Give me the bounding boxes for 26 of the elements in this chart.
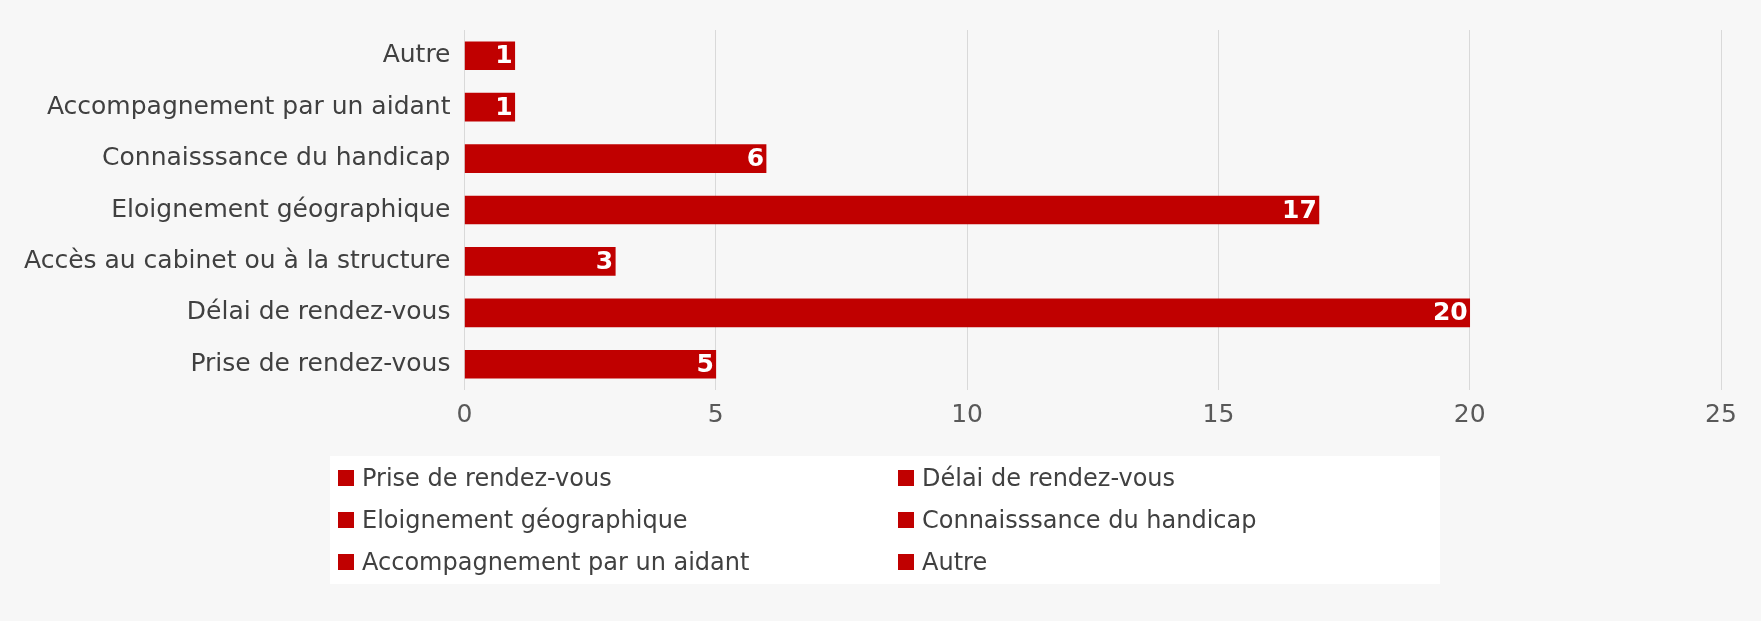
data-label: 17 [1282, 194, 1317, 224]
legend-label: Autre [922, 548, 988, 576]
legend-label: Eloignement géographique [362, 506, 688, 534]
x-tick-label: 20 [1453, 398, 1486, 428]
y-tick-label: Eloignement géographique [111, 193, 451, 223]
y-tick-label: Accès au cabinet ou à la structure [23, 244, 451, 274]
x-tick-label: 15 [1202, 398, 1235, 428]
data-label: 1 [495, 40, 513, 70]
y-tick-label: Accompagnement par un aidant [46, 90, 451, 120]
x-tick-label: 10 [951, 398, 983, 428]
data-label: 1 [495, 91, 513, 121]
legend-label: Prise de rendez-vous [362, 464, 612, 492]
data-label: 6 [746, 143, 765, 173]
legend-label: Délai de rendez-vous [922, 464, 1176, 492]
legend-label: Connaisssance du handicap [922, 506, 1257, 534]
x-tick-label: 0 [456, 398, 473, 428]
y-tick-label: Autre [382, 39, 451, 69]
data-label: 3 [595, 245, 614, 275]
legend-label: Accompagnement par un aidant [362, 548, 750, 576]
y-tick-label: Délai de rendez-vous [186, 296, 451, 326]
x-tick-label: 5 [707, 398, 724, 428]
y-tick-label: Connaisssance du handicap [102, 142, 451, 172]
data-label: 20 [1432, 297, 1468, 327]
data-label: 5 [696, 348, 714, 378]
x-tick-label: 25 [1705, 398, 1737, 428]
y-tick-label: Prise de rendez-vous [190, 347, 451, 377]
